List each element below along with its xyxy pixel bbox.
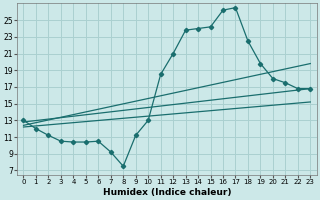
X-axis label: Humidex (Indice chaleur): Humidex (Indice chaleur): [103, 188, 231, 197]
